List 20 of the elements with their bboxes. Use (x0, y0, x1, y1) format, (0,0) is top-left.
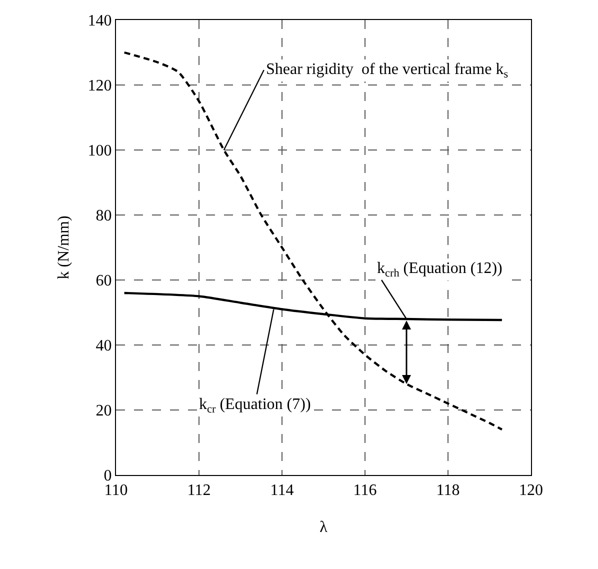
y-tick-label: 100 (88, 142, 112, 160)
x-tick-label: 110 (104, 482, 128, 500)
y-tick-label: 60 (96, 272, 112, 290)
y-axis-title: k (N/mm) (56, 216, 73, 280)
y-tick-label: 80 (96, 208, 112, 225)
x-axis-title: λ (320, 518, 328, 536)
x-tick-label: 118 (436, 482, 460, 500)
line-series (123, 51, 504, 431)
x-tick-label: 114 (270, 482, 294, 500)
annotation: k$_{cr}$ (Equation (7)) (199, 396, 311, 416)
x-tick-label: 120 (519, 482, 543, 500)
x-tick-label: 116 (353, 482, 377, 500)
x-tick-label: 112 (187, 482, 211, 500)
y-tick-label: 0 (104, 468, 112, 485)
y-tick-label: 120 (88, 78, 112, 95)
y-tick-label: 140 (88, 12, 112, 30)
annotation: k$_{crh}$ (Equation (12)) (377, 260, 502, 280)
y-tick-label: 40 (96, 338, 112, 355)
annotation: Shear rigidity of the vertical frame k$_{s}$ (266, 61, 508, 80)
y-tick-label: 20 (96, 402, 112, 420)
